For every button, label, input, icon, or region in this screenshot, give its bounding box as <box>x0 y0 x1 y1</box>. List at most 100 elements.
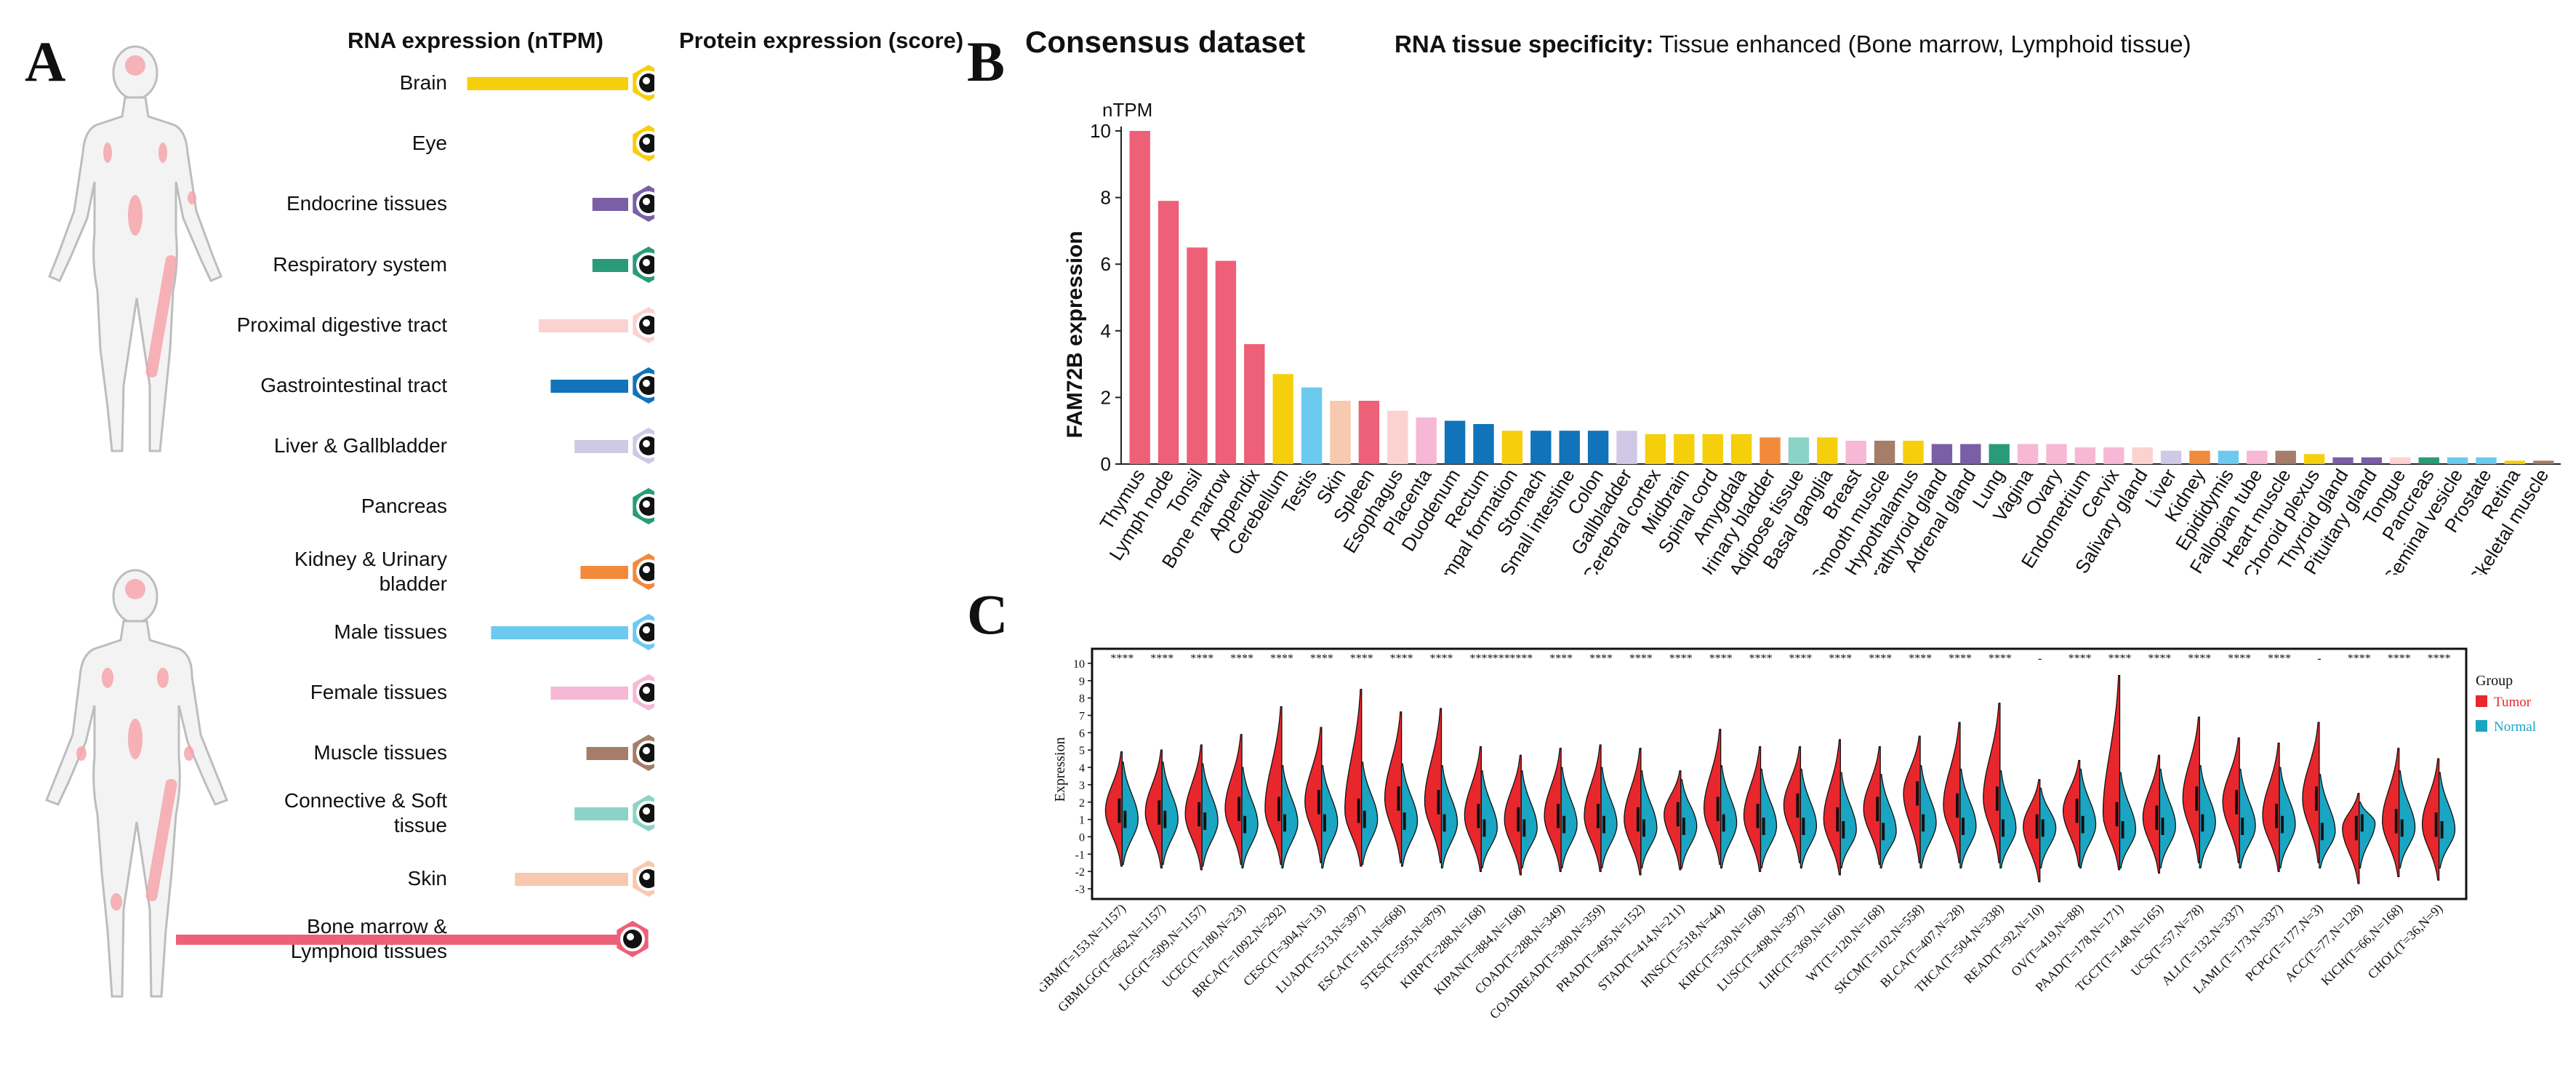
significance-label: **** <box>1150 652 1173 665</box>
chart-c-violins <box>1104 675 2456 884</box>
tumor-box <box>1597 804 1600 828</box>
protein-expression-header: Protein expression (score) <box>679 28 964 53</box>
violin-lusc <box>1783 746 1818 869</box>
tumor-violin <box>1504 754 1522 876</box>
tumor-box <box>1477 804 1480 828</box>
tissue-label: Respiratory system <box>40 252 447 277</box>
bar-gallbladder <box>1616 431 1637 464</box>
normal-box <box>1762 818 1765 835</box>
violin-gbmlgg <box>1144 749 1179 869</box>
normal-violin <box>1720 765 1738 869</box>
significance-label: **** <box>2428 652 2451 665</box>
tissue-label-line: Male tissues <box>334 620 447 643</box>
tissue-label: Endocrine tissues <box>40 191 447 216</box>
rna-bar <box>467 77 628 90</box>
normal-box <box>1323 814 1326 832</box>
tissue-row-graphic <box>176 920 649 957</box>
significance-label: **** <box>1110 652 1133 665</box>
muscle-icon <box>633 735 654 772</box>
normal-violin <box>2359 802 2376 869</box>
tumor-violin <box>1584 744 1602 872</box>
bar-placenta <box>1416 417 1437 464</box>
normal-violin <box>1161 762 1179 866</box>
tissue-label: Kidney & Urinary bladder <box>40 547 447 596</box>
y-tick-label: 10 <box>1090 120 1111 142</box>
normal-box <box>1882 823 1885 841</box>
panel-b-letter: B <box>967 30 1006 93</box>
normal-box <box>1443 814 1446 832</box>
tumor-box <box>1916 781 1919 806</box>
y-tick-label: 2 <box>1079 797 1085 810</box>
significance-label: **** <box>1909 652 1932 665</box>
significance-label: **** <box>1989 652 2012 665</box>
y-tick-label: 6 <box>1101 253 1111 275</box>
tumor-box <box>2275 804 2278 828</box>
normal-box <box>2081 815 2085 834</box>
violin-laml <box>2262 743 2296 872</box>
tumor-box <box>2354 815 2358 841</box>
tissue-label: Female tissues <box>40 680 447 705</box>
normal-violin <box>2119 772 2137 869</box>
tumor-violin <box>1144 749 1163 869</box>
tumor-violin <box>1903 735 1921 863</box>
thyroid-icon <box>633 185 654 223</box>
normal-violin <box>1760 768 1778 869</box>
chart-c-significance: **** **** **** **** **** **** **** **** **** ****… <box>1110 652 2450 665</box>
normal-violin <box>1121 762 1139 866</box>
plot-frame <box>1091 647 2468 900</box>
chart-b-subtitle-value: Tissue enhanced (Bone marrow, Lymphoid t… <box>1659 31 2191 57</box>
bar-thymus <box>1129 131 1150 464</box>
normal-box <box>2241 818 2244 835</box>
violin-coadread <box>1584 744 1618 872</box>
rna-bar <box>176 934 622 945</box>
tissue-label-line: Eye <box>412 132 447 155</box>
normal-box <box>1602 815 1605 834</box>
normal-violin <box>1520 770 1538 869</box>
pancreas-icon <box>633 488 654 525</box>
tissue-label: Brain <box>40 71 447 95</box>
tumor-violin <box>1664 770 1682 871</box>
female-highlights <box>103 55 196 377</box>
tumor-box <box>2434 812 2438 837</box>
chart-b-bars <box>1129 131 2554 464</box>
x-tick-label: UCS(T=57,N=78) <box>2128 901 2207 980</box>
bar-basal-ganglia <box>1817 437 1838 464</box>
tissue-row-graphic <box>491 613 654 650</box>
significance-label: **** <box>2268 652 2291 665</box>
connective-icon <box>633 795 654 832</box>
tumor-violin <box>2182 716 2200 863</box>
tumor-box <box>1118 799 1121 823</box>
bar-tonsil <box>1187 247 1208 464</box>
normal-violin <box>2039 788 2057 869</box>
tissue-label: Skin <box>40 866 447 891</box>
tumor-violin <box>1863 746 1881 866</box>
violin-stes <box>1424 708 1458 869</box>
tumor-box <box>1437 790 1440 815</box>
tumor-box <box>1237 796 1241 821</box>
significance-label: **** <box>2069 652 2092 665</box>
normal-violin <box>1361 762 1379 866</box>
tissue-row-graphic <box>592 246 654 283</box>
tumor-box <box>2195 786 2199 811</box>
bar-breast <box>1845 440 1866 464</box>
lung-icon <box>633 246 654 283</box>
bar-pancreas <box>2418 457 2439 464</box>
normal-violin <box>1799 768 1818 869</box>
significance-label: **** <box>1549 652 1573 665</box>
violin-chol <box>2421 758 2456 881</box>
normal-violin <box>1281 765 1299 869</box>
tissue-row-graphic <box>592 185 654 223</box>
normal-violin <box>1201 763 1219 867</box>
y-tick-label: 4 <box>1101 320 1111 342</box>
stomach-icon <box>633 367 654 404</box>
significance-label: **** <box>1749 652 1773 665</box>
male-highlights <box>76 579 194 911</box>
tissue-label-line: bladder <box>379 572 447 595</box>
violin-lgg <box>1184 744 1219 871</box>
rna-bar <box>574 440 628 454</box>
skin-icon <box>633 860 654 897</box>
chart-b-yunit: nTPM <box>1102 99 1152 121</box>
normal-violin <box>1959 768 1977 869</box>
bar-parathyroid-gland <box>1931 444 1953 464</box>
normal-violin <box>2159 768 2176 869</box>
